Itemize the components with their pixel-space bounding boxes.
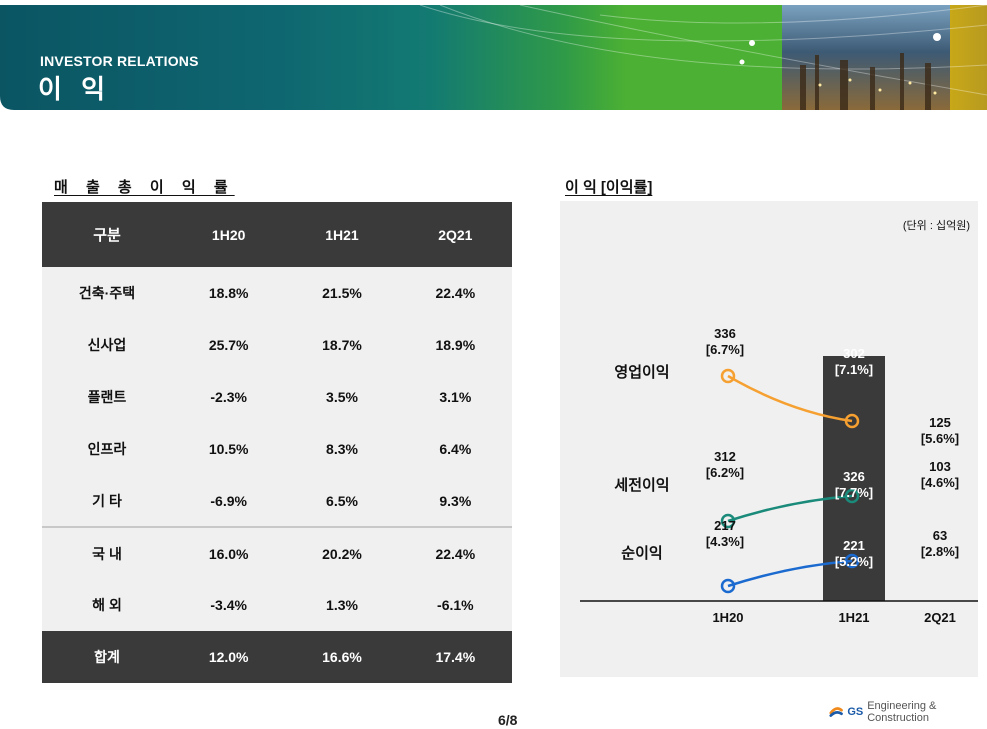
banner-background — [0, 5, 987, 110]
data-label: 103 — [929, 459, 951, 474]
data-label: 302 — [843, 346, 865, 361]
data-label: [7.7%] — [835, 485, 873, 500]
company-logo: GS Engineering & Construction — [829, 700, 987, 724]
series-label: 영업이익 — [614, 363, 669, 381]
gross-margin-table: 구분 1H20 1H21 2Q21 건축·주택 18.8% 21.5% 22.4… — [42, 202, 512, 683]
table-cell: 18.9% — [435, 337, 476, 353]
table-row: 건축·주택 18.8% 21.5% 22.4% — [42, 267, 512, 319]
data-label: [5.2%] — [835, 554, 873, 569]
total-cell: 12.0% — [208, 649, 249, 665]
table-total-row: 합계 12.0% 16.6% 17.4% — [42, 631, 512, 683]
row-label: 국 내 — [42, 526, 172, 579]
x-tick-label: 2Q21 — [924, 610, 956, 625]
table-row: 신사업 25.7% 18.7% 18.9% — [42, 319, 512, 371]
table-cell: -6.9% — [210, 492, 247, 509]
table-cell: -3.4% — [210, 597, 247, 613]
table-row: 플랜트 -2.3% 3.5% 3.1% — [42, 371, 512, 423]
unit-label: (단위 : 십억원) — [903, 219, 970, 232]
row-label: 해 외 — [92, 597, 122, 613]
highlight-bar — [823, 356, 885, 601]
x-tick-label: 1H21 — [838, 610, 869, 625]
row-label: 플랜트 — [87, 389, 127, 405]
logo-text: Engineering & Construction — [867, 700, 937, 724]
data-label: [5.6%] — [921, 431, 959, 446]
data-label: 63 — [933, 528, 947, 543]
table-row: 국 내 16.0% 20.2% 22.4% — [42, 526, 512, 579]
gs-logo-icon — [829, 707, 843, 717]
data-point — [844, 553, 860, 569]
series-label: 세전이익 — [614, 476, 669, 494]
profit-chart-panel: (단위 : 십억원) 1H20 1H21 2Q21 영업이익 336 [6.7%] 302 [7… — [560, 201, 978, 677]
table-cell: 18.8% — [208, 285, 249, 301]
header-banner: INVESTOR RELATIONS 이 익 — [0, 5, 987, 110]
table-cell: 18.7% — [322, 337, 362, 353]
logo-mark: GS — [847, 706, 864, 718]
data-label: [7.1%] — [835, 362, 873, 377]
series-line — [727, 374, 853, 423]
table-cell: 8.3% — [326, 441, 358, 457]
table-cell: 3.1% — [439, 389, 472, 405]
data-label: [4.6%] — [921, 475, 959, 490]
table-header-category: 구분 — [42, 202, 172, 267]
table-cell: 9.3% — [439, 492, 472, 509]
header-subtitle: INVESTOR RELATIONS — [40, 53, 199, 69]
table-header-2q21: 2Q21 — [398, 202, 512, 267]
total-label: 합계 — [94, 649, 120, 665]
table-cell: -6.1% — [437, 597, 474, 613]
series-line — [727, 559, 853, 588]
series-label: 순이익 — [621, 544, 662, 562]
table-cell: 22.4% — [398, 526, 512, 579]
table-header-1h21: 1H21 — [285, 202, 399, 267]
data-label: [6.7%] — [706, 342, 744, 357]
table-cell: 21.5% — [322, 285, 362, 301]
data-point — [844, 413, 860, 429]
table-header-row: 구분 1H20 1H21 2Q21 — [42, 202, 512, 267]
data-label: 326 — [843, 469, 865, 484]
gross-margin-title: 매 출 총 이 익 률 — [54, 179, 235, 196]
data-label: [6.2%] — [706, 465, 744, 480]
table-cell: 3.5% — [326, 389, 358, 405]
data-label: 336 — [714, 326, 736, 341]
row-label: 인프라 — [87, 441, 127, 457]
table-cell: 25.7% — [208, 337, 249, 353]
series-line — [727, 494, 853, 523]
data-point — [720, 578, 736, 594]
table-row: 기 타 -6.9% 6.5% 9.3% — [42, 475, 512, 527]
table-header-1h20: 1H20 — [172, 202, 286, 267]
data-label: [4.3%] — [706, 534, 744, 549]
page-number: 6/8 — [498, 712, 518, 728]
data-label: [2.8%] — [921, 544, 959, 559]
row-label: 기 타 — [92, 492, 122, 509]
x-tick-label: 1H20 — [712, 610, 743, 625]
total-cell: 17.4% — [435, 649, 476, 665]
table-cell: 6.5% — [326, 492, 358, 509]
data-point — [720, 368, 736, 384]
table-cell: -2.3% — [210, 389, 247, 405]
table-cell: 10.5% — [208, 441, 249, 457]
row-label: 건축·주택 — [78, 285, 136, 301]
data-point — [720, 513, 736, 529]
data-point — [844, 488, 860, 504]
data-label: 217 — [714, 518, 736, 533]
table-cell: 6.4% — [439, 441, 472, 457]
table-row: 인프라 10.5% 8.3% 6.4% — [42, 423, 512, 475]
page-title: 이 익 — [38, 74, 112, 104]
data-label: 312 — [714, 449, 736, 464]
total-cell: 16.6% — [322, 649, 362, 665]
table-cell: 1.3% — [326, 597, 358, 613]
table-cell: 16.0% — [172, 526, 286, 579]
row-label: 신사업 — [87, 337, 127, 353]
data-label: 125 — [929, 415, 951, 430]
profit-chart-title: 이 익 [이익률] — [565, 179, 653, 196]
table-cell: 22.4% — [435, 285, 476, 301]
table-cell: 20.2% — [285, 526, 399, 579]
data-label: 221 — [843, 538, 865, 553]
table-row: 해 외 -3.4% 1.3% -6.1% — [42, 579, 512, 631]
